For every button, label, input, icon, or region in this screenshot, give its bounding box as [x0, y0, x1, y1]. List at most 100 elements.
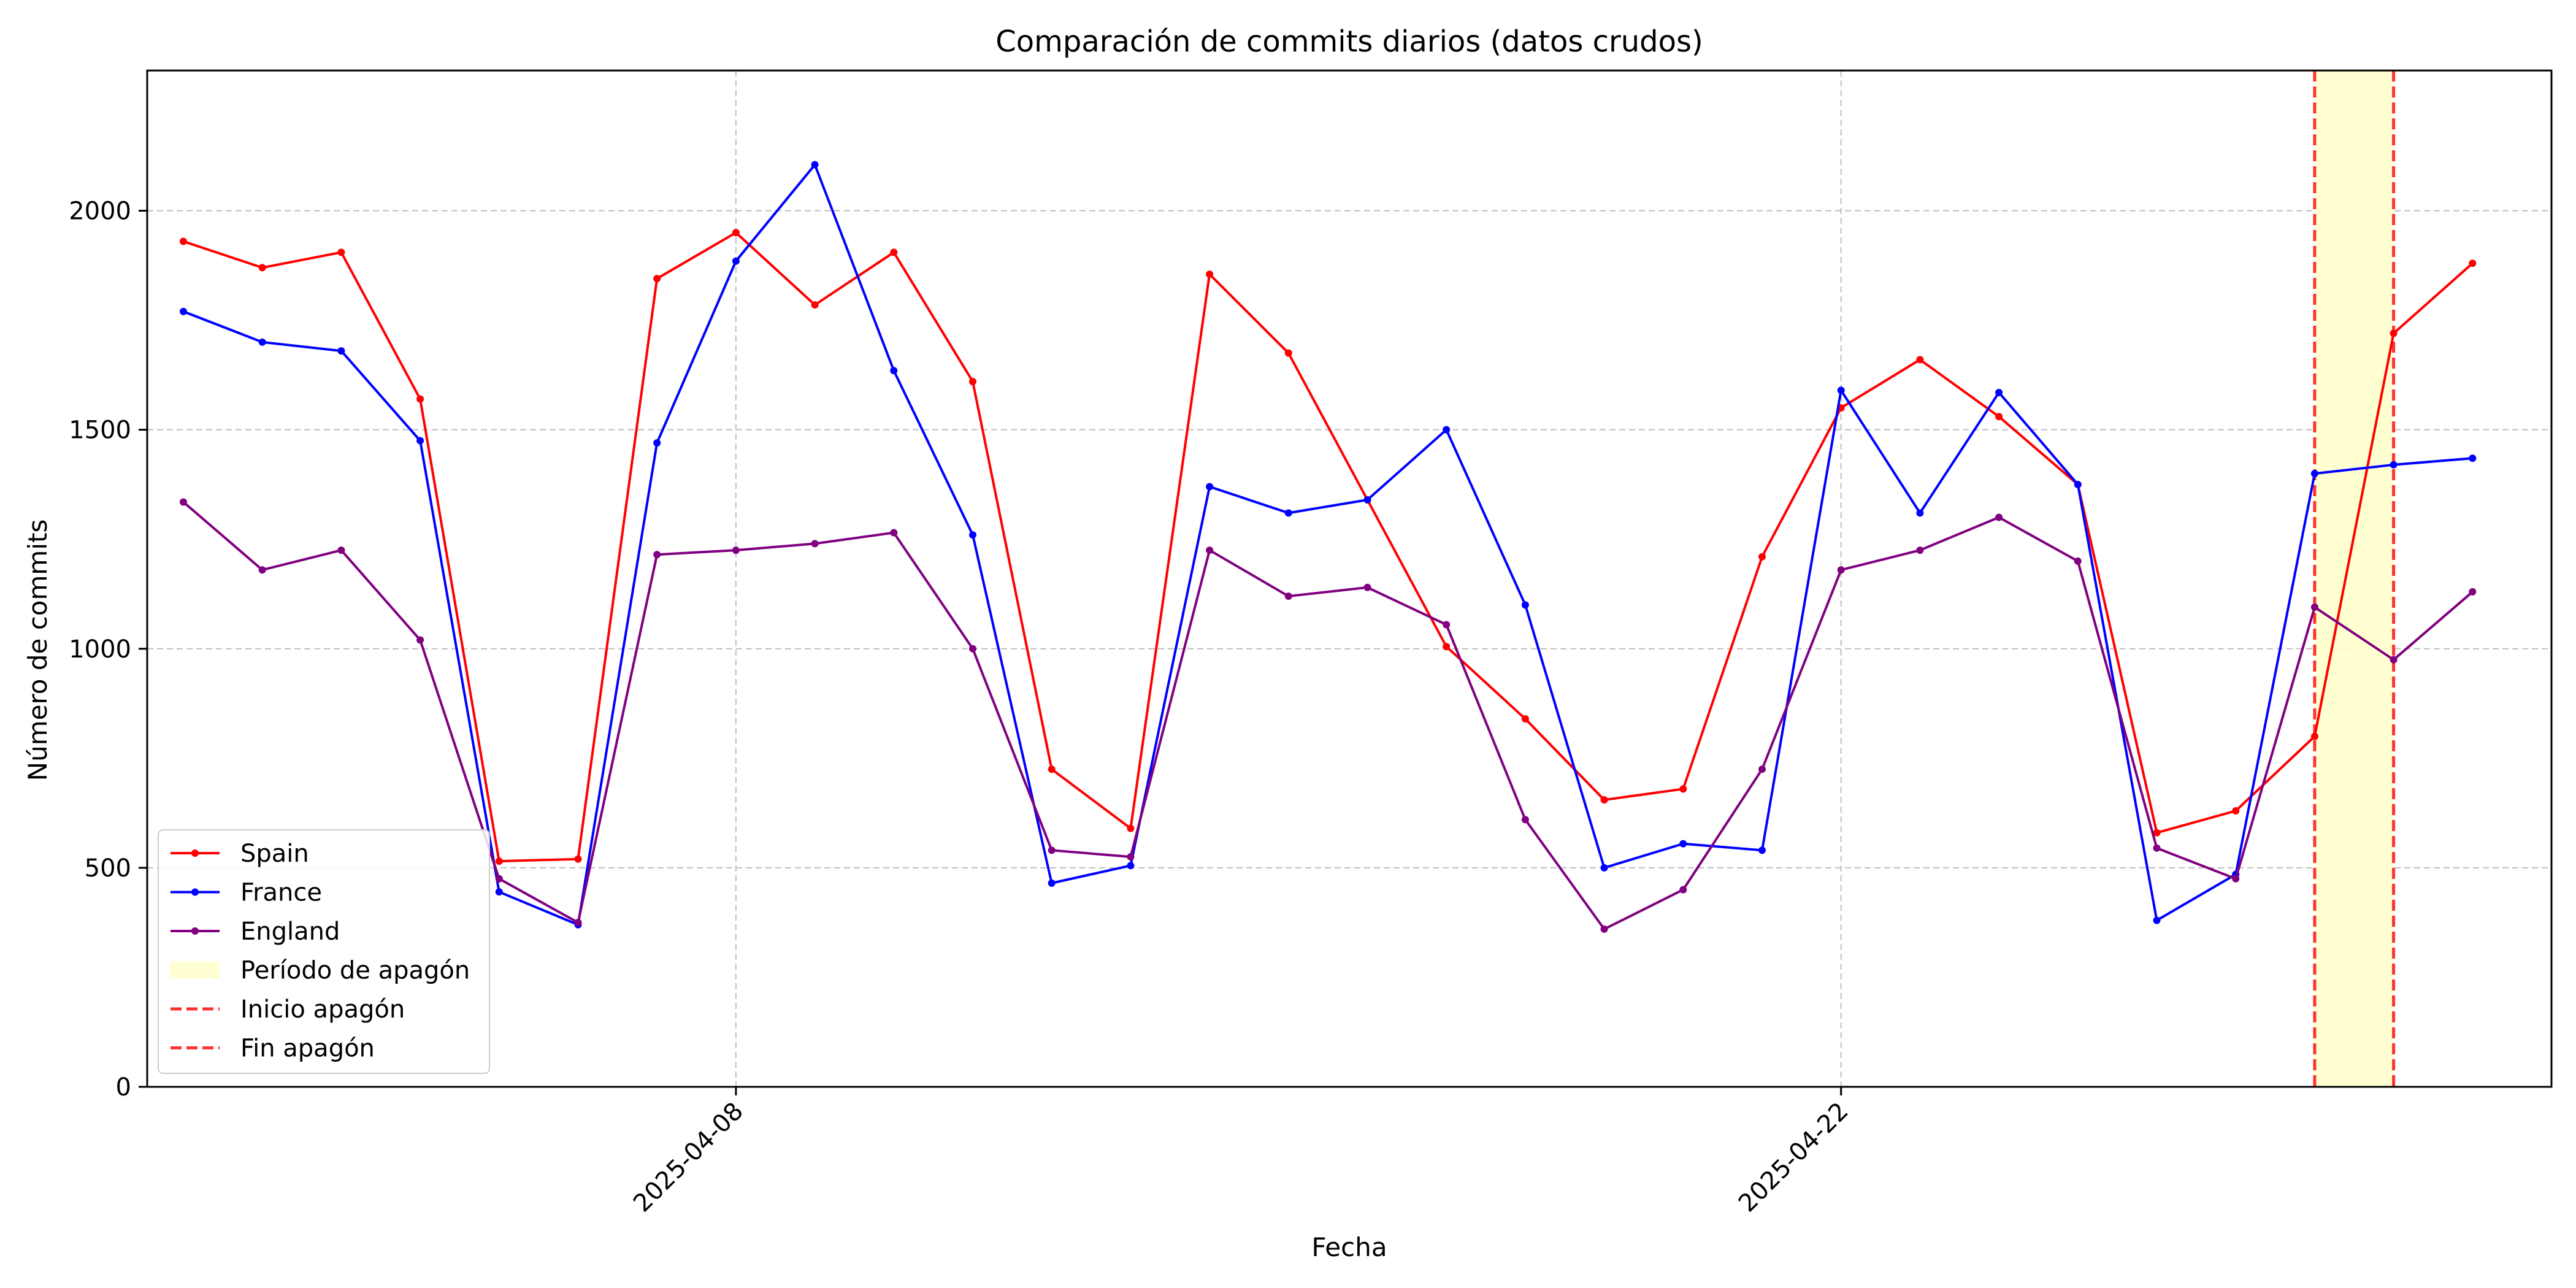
- data-point: [2153, 844, 2161, 852]
- data-point: [811, 540, 819, 548]
- data-point: [1206, 270, 1214, 278]
- legend-label: Fin apagón: [240, 1035, 375, 1063]
- data-point: [258, 338, 266, 346]
- data-point: [732, 229, 740, 237]
- legend-blackout-period: Período de apagón: [171, 957, 470, 985]
- y-tick-label: 1000: [69, 635, 131, 664]
- data-point: [1206, 483, 1214, 491]
- data-point: [2074, 480, 2082, 488]
- data-point: [2310, 732, 2318, 740]
- data-point: [1600, 864, 1608, 872]
- data-point: [653, 551, 661, 559]
- data-point: [574, 855, 582, 863]
- data-point: [2310, 603, 2318, 611]
- data-point: [416, 395, 424, 403]
- data-point: [1363, 496, 1371, 504]
- data-point: [1284, 349, 1292, 357]
- series-line: [182, 500, 2474, 930]
- data-point: [1758, 846, 1766, 854]
- legend-box: [158, 829, 490, 1074]
- data-point: [495, 857, 503, 865]
- legend-swatch-patch: [171, 961, 220, 979]
- axes-frame: [146, 69, 2553, 1088]
- plot-area: [147, 71, 2551, 1087]
- data-point: [1127, 853, 1135, 861]
- y-axis-ticks: 0 500 1000 1500 2000: [69, 197, 147, 1102]
- legend-label: Spain: [240, 840, 309, 868]
- data-point: [890, 248, 898, 256]
- legend-label: Período de apagón: [240, 957, 470, 985]
- series-england: [179, 498, 2477, 933]
- legend-label: Inicio apagón: [240, 995, 405, 1024]
- data-point: [1363, 583, 1371, 591]
- data-point: [1443, 426, 1451, 434]
- data-point: [1600, 925, 1608, 933]
- data-point: [1995, 513, 2003, 521]
- data-point: [890, 529, 898, 537]
- data-point: [337, 248, 345, 256]
- y-tick-label: 500: [85, 854, 131, 883]
- data-point: [1837, 386, 1845, 394]
- data-point: [1206, 546, 1214, 554]
- chart-title: Comparación de commits diarios (datos cr…: [995, 25, 1703, 59]
- data-point: [732, 546, 740, 554]
- data-point: [2390, 656, 2398, 664]
- data-point: [811, 301, 819, 309]
- data-point: [653, 439, 661, 447]
- data-point: [1127, 862, 1135, 870]
- data-point: [1127, 824, 1135, 832]
- data-point: [1995, 413, 2003, 421]
- data-point: [1916, 356, 1924, 364]
- data-point: [2469, 588, 2477, 596]
- data-point: [1916, 546, 1924, 554]
- data-point: [968, 531, 976, 539]
- data-point: [968, 645, 976, 653]
- data-point: [337, 546, 345, 554]
- x-axis-label: Fecha: [1311, 1232, 1387, 1262]
- data-point: [258, 566, 266, 574]
- data-point: [1679, 886, 1687, 894]
- series-layer: [179, 161, 2477, 933]
- data-point: [1443, 643, 1451, 651]
- data-point: [1521, 816, 1529, 824]
- plot-background: [147, 71, 2551, 1087]
- y-tick-label: 1500: [69, 416, 131, 445]
- data-point: [2390, 329, 2398, 337]
- data-point: [2310, 470, 2318, 478]
- data-point: [1916, 509, 1924, 517]
- data-point: [1758, 553, 1766, 561]
- series-line: [183, 163, 2473, 926]
- axes: [146, 69, 2553, 1088]
- data-point: [2469, 454, 2477, 462]
- data-point: [2153, 916, 2161, 924]
- legend-swatch-marker: [191, 849, 199, 857]
- data-point: [2469, 259, 2477, 267]
- data-point: [653, 275, 661, 283]
- legend-blackout-end: Fin apagón: [171, 1035, 375, 1063]
- series-spain: [179, 229, 2477, 865]
- data-point: [2074, 557, 2082, 565]
- data-point: [1600, 796, 1608, 804]
- data-point: [179, 237, 187, 245]
- y-axis-label: Número de commits: [23, 519, 53, 781]
- legend-label: France: [240, 879, 322, 907]
- legend-swatch-marker: [191, 927, 199, 935]
- data-point: [1284, 592, 1292, 600]
- legend-label: England: [240, 918, 340, 946]
- data-point: [2232, 875, 2240, 883]
- y-tick-label: 2000: [69, 197, 131, 226]
- data-point: [258, 264, 266, 272]
- data-point: [968, 378, 976, 386]
- legend-england: England: [171, 918, 340, 946]
- data-point: [1995, 388, 2003, 396]
- data-point: [495, 875, 503, 883]
- data-point: [574, 919, 582, 927]
- legend: Spain France England Período de apagón Inici…: [158, 829, 490, 1074]
- data-point: [1521, 715, 1529, 723]
- data-point: [811, 161, 819, 169]
- data-point: [1048, 879, 1056, 887]
- data-point: [1048, 846, 1056, 854]
- data-point: [1521, 601, 1529, 609]
- data-point: [495, 888, 503, 896]
